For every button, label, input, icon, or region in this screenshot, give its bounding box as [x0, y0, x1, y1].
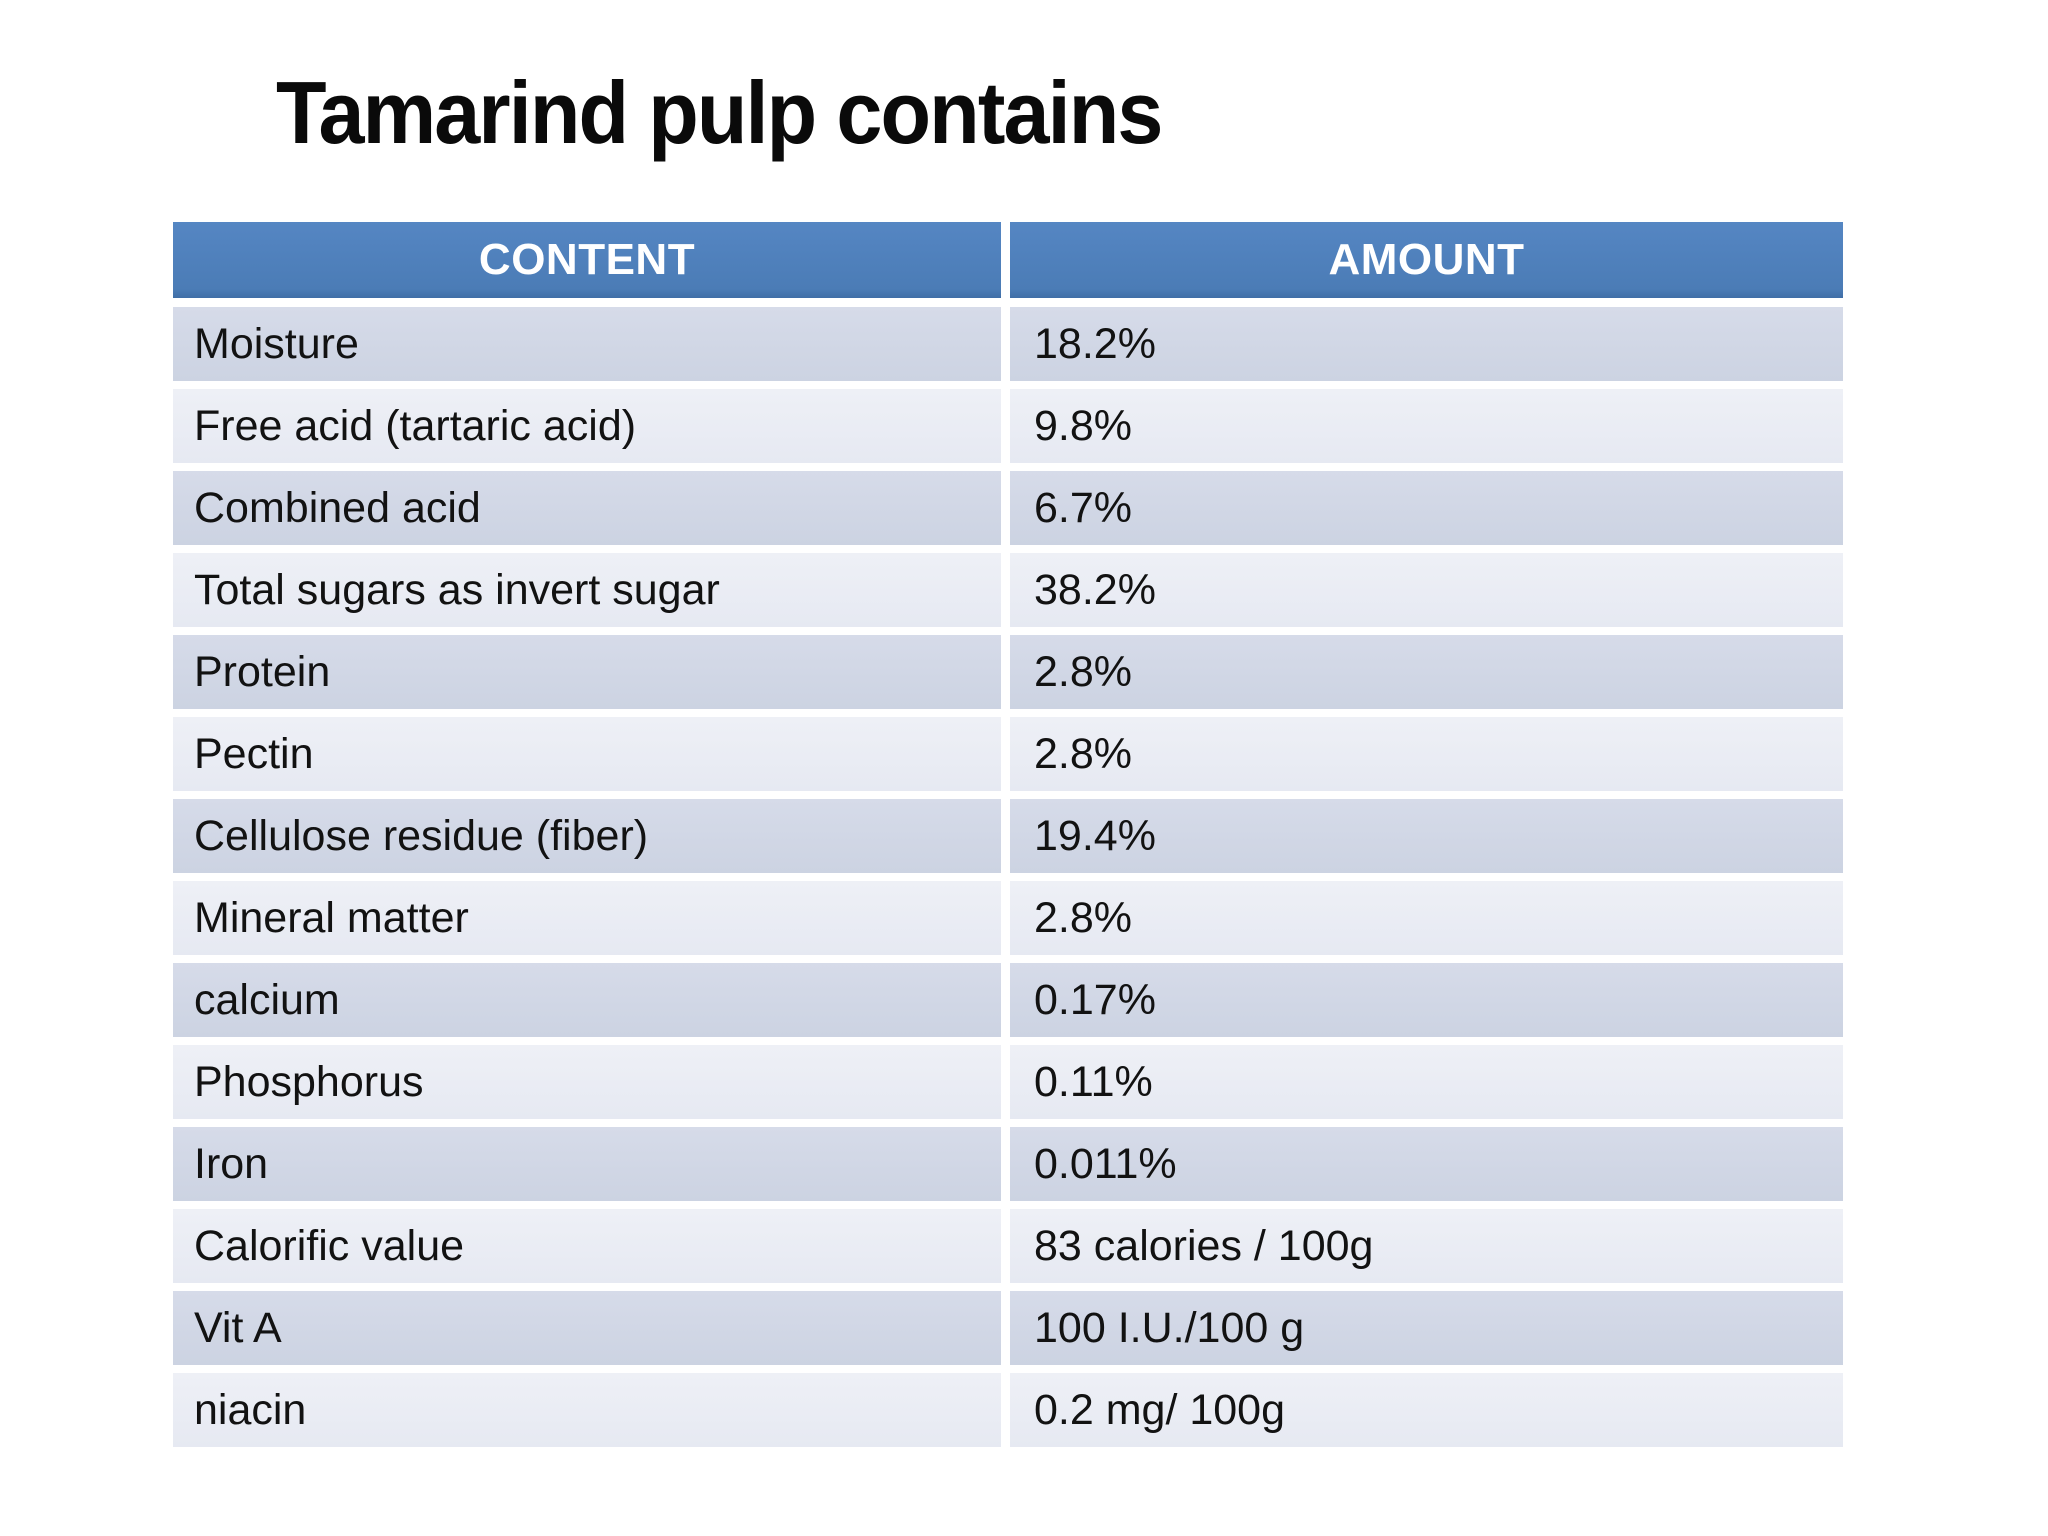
cell-amount: 83 calories / 100g	[1010, 1209, 1843, 1283]
table-row: Phosphorus 0.11%	[173, 1045, 1843, 1119]
table-row: Cellulose residue (fiber) 19.4%	[173, 799, 1843, 873]
cell-amount: 2.8%	[1010, 635, 1843, 709]
table-row: Moisture 18.2%	[173, 307, 1843, 381]
cell-amount: 0.2 mg/ 100g	[1010, 1373, 1843, 1447]
cell-content: Pectin	[173, 717, 1001, 791]
cell-amount: 18.2%	[1010, 307, 1843, 381]
table-row: Pectin 2.8%	[173, 717, 1843, 791]
table-row: Combined acid 6.7%	[173, 471, 1843, 545]
cell-amount: 2.8%	[1010, 881, 1843, 955]
cell-content: Vit A	[173, 1291, 1001, 1365]
cell-content: Cellulose residue (fiber)	[173, 799, 1001, 873]
cell-content: Protein	[173, 635, 1001, 709]
table-row: Calorific value 83 calories / 100g	[173, 1209, 1843, 1283]
cell-content: calcium	[173, 963, 1001, 1037]
cell-content: Calorific value	[173, 1209, 1001, 1283]
slide-title: Tamarind pulp contains	[276, 63, 1163, 162]
cell-amount: 100 I.U./100 g	[1010, 1291, 1843, 1365]
cell-amount: 6.7%	[1010, 471, 1843, 545]
table-row: Total sugars as invert sugar 38.2%	[173, 553, 1843, 627]
cell-amount: 9.8%	[1010, 389, 1843, 463]
cell-content: Combined acid	[173, 471, 1001, 545]
table-header-row: CONTENT AMOUNT	[173, 222, 1843, 298]
table-row: Free acid (tartaric acid) 9.8%	[173, 389, 1843, 463]
cell-content: Iron	[173, 1127, 1001, 1201]
cell-amount: 19.4%	[1010, 799, 1843, 873]
cell-amount: 2.8%	[1010, 717, 1843, 791]
cell-content: Phosphorus	[173, 1045, 1001, 1119]
table-row: Iron 0.011%	[173, 1127, 1843, 1201]
cell-content: niacin	[173, 1373, 1001, 1447]
table-row: Protein 2.8%	[173, 635, 1843, 709]
cell-amount: 0.11%	[1010, 1045, 1843, 1119]
table-row: Mineral matter 2.8%	[173, 881, 1843, 955]
table-row: niacin 0.2 mg/ 100g	[173, 1373, 1843, 1447]
cell-content: Mineral matter	[173, 881, 1001, 955]
cell-content: Free acid (tartaric acid)	[173, 389, 1001, 463]
cell-amount: 0.17%	[1010, 963, 1843, 1037]
cell-amount: 38.2%	[1010, 553, 1843, 627]
cell-content: Total sugars as invert sugar	[173, 553, 1001, 627]
cell-content: Moisture	[173, 307, 1001, 381]
contents-table: CONTENT AMOUNT Moisture 18.2% Free acid …	[173, 222, 1843, 1455]
cell-amount: 0.011%	[1010, 1127, 1843, 1201]
table-row: calcium 0.17%	[173, 963, 1843, 1037]
column-header-amount: AMOUNT	[1010, 222, 1843, 298]
column-header-content: CONTENT	[173, 222, 1001, 298]
table-row: Vit A 100 I.U./100 g	[173, 1291, 1843, 1365]
